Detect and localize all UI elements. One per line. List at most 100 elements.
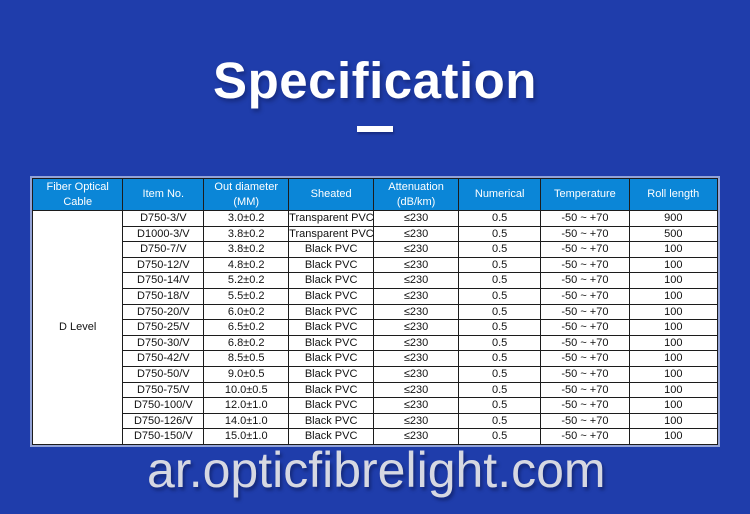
table-cell: Black PVC — [288, 272, 375, 289]
column-header-1: Item No. — [122, 178, 205, 211]
table-cell: 4.8±0.2 — [203, 256, 290, 274]
table-cell: 100 — [628, 272, 719, 289]
column-header-0: Fiber Optical Cable — [31, 178, 124, 211]
table-cell: -50 ~ +70 — [540, 256, 630, 274]
table-cell: 0.5 — [458, 256, 542, 274]
table-cell: D750-20/V — [122, 303, 205, 321]
table-cell: 100 — [628, 256, 719, 274]
table-cell: Black PVC — [288, 397, 375, 414]
table-row: D Level D750-3/V 3.0±0.2 Transparent PVC ≤23… — [31, 210, 719, 445]
title-underline-dash — [357, 126, 393, 132]
table-cell: ≤230 — [373, 210, 460, 227]
table-cell: 100 — [628, 319, 719, 336]
table-body: D Level D750-3/V 3.0±0.2 Transparent PVC ≤23… — [31, 210, 719, 445]
table-cell: -50 ~ +70 — [540, 241, 630, 258]
table-cell: -50 ~ +70 — [540, 210, 630, 227]
table-cell: 100 — [628, 397, 719, 414]
table-cell: 0.5 — [458, 428, 542, 445]
table-cell: Black PVC — [288, 319, 375, 336]
table-cell: 6.8±0.2 — [203, 334, 290, 352]
table-cell: D750-25/V — [122, 319, 205, 336]
table-cell: -50 ~ +70 — [540, 272, 630, 289]
table-row: D750-20/V 6.0±0.2 Black PVC ≤230 0.5 -50 ~ +7… — [33, 303, 719, 321]
column-header-6: Temperature — [540, 178, 630, 211]
table-cell: ≤230 — [373, 319, 460, 336]
table-cell: 100 — [628, 303, 719, 321]
table-row: D750-42/V 8.5±0.5 Black PVC ≤230 0.5 -50 ~ +7… — [33, 350, 719, 367]
table-cell: 10.0±0.5 — [203, 381, 290, 399]
table-cell: ≤230 — [373, 334, 460, 352]
table-cell: 9.0±0.5 — [203, 365, 290, 383]
table-cell: 0.5 — [458, 334, 542, 352]
table-row: D750-126/V 14.0±1.0 Black PVC ≤230 0.5 -50 ~ … — [33, 412, 719, 430]
table-cell: -50 ~ +70 — [540, 350, 630, 367]
table-cell: 5.5±0.2 — [203, 287, 290, 305]
table-cell: 500 — [628, 225, 719, 243]
table-cell: Black PVC — [288, 303, 375, 321]
table-cell: 100 — [628, 241, 719, 258]
table-row: D750-30/V 6.8±0.2 Black PVC ≤230 0.5 -50 ~ +7… — [33, 334, 719, 352]
table-cell: 100 — [628, 365, 719, 383]
table-cell: 5.2±0.2 — [203, 272, 290, 289]
table-cell: -50 ~ +70 — [540, 365, 630, 383]
table-cell: Black PVC — [288, 412, 375, 430]
table-cell: 0.5 — [458, 381, 542, 399]
table-cell: D750-100/V — [122, 397, 205, 414]
table-cell: Black PVC — [288, 287, 375, 305]
table-cell: Black PVC — [288, 334, 375, 352]
table-cell: D750-75/V — [122, 381, 205, 399]
table-cell: 100 — [628, 428, 719, 445]
table-row: D750-14/V 5.2±0.2 Black PVC ≤230 0.5 -50 ~ +7… — [33, 272, 719, 289]
table-cell: -50 ~ +70 — [540, 334, 630, 352]
table-row: D750-150/V 15.0±1.0 Black PVC ≤230 0.5 -50 ~ … — [33, 428, 719, 445]
table-cell: ≤230 — [373, 256, 460, 274]
table-cell: D750-150/V — [122, 428, 205, 445]
table-cell: 6.0±0.2 — [203, 303, 290, 321]
table-cell: 8.5±0.5 — [203, 350, 290, 367]
table-cell: 0.5 — [458, 225, 542, 243]
table-cell: Transparent PVC — [288, 210, 375, 227]
table-cell: 6.5±0.2 — [203, 319, 290, 336]
table-cell: Black PVC — [288, 381, 375, 399]
table-cell: Transparent PVC — [288, 225, 375, 243]
table-cell: ≤230 — [373, 272, 460, 289]
table-cell: D750-3/V — [122, 210, 205, 227]
table-cell: ≤230 — [373, 303, 460, 321]
table-cell: 0.5 — [458, 303, 542, 321]
table-cell: ≤230 — [373, 225, 460, 243]
table-cell: 12.0±1.0 — [203, 397, 290, 414]
table-cell: D750-42/V — [122, 350, 205, 367]
table-cell: Black PVC — [288, 428, 375, 445]
table-cell: 0.5 — [458, 412, 542, 430]
table-cell: D750-126/V — [122, 412, 205, 430]
table-header-row: Fiber Optical Cable Item No. Out diameter … — [31, 178, 719, 211]
table-cell: 0.5 — [458, 397, 542, 414]
table-row: D750-25/V 6.5±0.2 Black PVC ≤230 0.5 -50 ~ +7… — [33, 319, 719, 336]
table-row: D750-12/V 4.8±0.2 Black PVC ≤230 0.5 -50 ~ +7… — [33, 256, 719, 274]
table-cell: -50 ~ +70 — [540, 225, 630, 243]
table-row: D750-7/V 3.8±0.2 Black PVC ≤230 0.5 -50 ~ +70… — [33, 241, 719, 258]
table-cell: Black PVC — [288, 350, 375, 367]
table-group-cell: D Level — [31, 210, 124, 445]
table-cell: -50 ~ +70 — [540, 319, 630, 336]
table-cell: -50 ~ +70 — [540, 412, 630, 430]
table-cell: D750-14/V — [122, 272, 205, 289]
table-cell: -50 ~ +70 — [540, 381, 630, 399]
table-cell: ≤230 — [373, 241, 460, 258]
table-row: D750-100/V 12.0±1.0 Black PVC ≤230 0.5 -50 ~ … — [33, 397, 719, 414]
column-header-2: Out diameter (MM) — [203, 178, 290, 211]
table-cell: Black PVC — [288, 256, 375, 274]
table-cell: ≤230 — [373, 397, 460, 414]
table-cell: D750-30/V — [122, 334, 205, 352]
table-row: D1000-3/V 3.8±0.2 Transparent PVC ≤230 0.5 -5… — [33, 225, 719, 243]
table-cell: D1000-3/V — [122, 225, 205, 243]
table-row: D750-50/V 9.0±0.5 Black PVC ≤230 0.5 -50 ~ +7… — [33, 365, 719, 383]
table-cell: 3.0±0.2 — [203, 210, 290, 227]
table-cell: ≤230 — [373, 350, 460, 367]
table-cell: 0.5 — [458, 365, 542, 383]
table-row: D750-75/V 10.0±0.5 Black PVC ≤230 0.5 -50 ~ +… — [33, 381, 719, 399]
watermark-text: ar.opticfibrelight.com — [147, 442, 606, 498]
table-cell: D750-7/V — [122, 241, 205, 258]
table-cell: 100 — [628, 334, 719, 352]
table-cell: D750-50/V — [122, 365, 205, 383]
